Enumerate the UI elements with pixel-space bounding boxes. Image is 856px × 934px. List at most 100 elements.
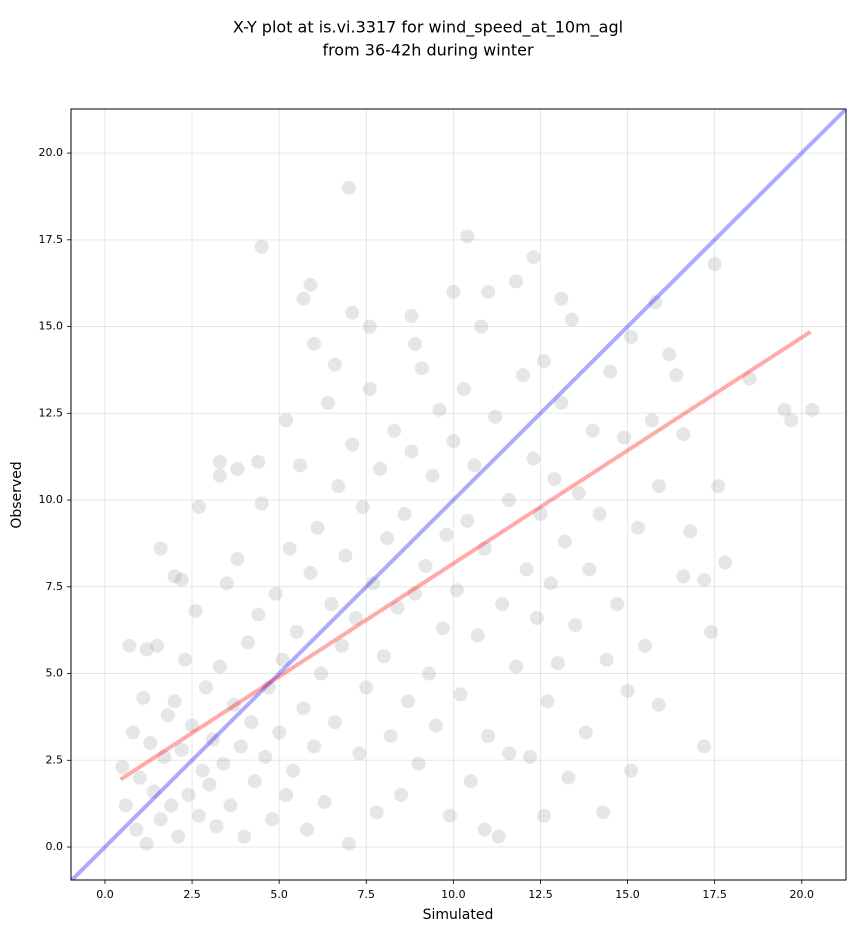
point	[334, 638, 349, 653]
point	[150, 638, 165, 653]
point	[533, 506, 548, 521]
y-tick-label: 20.0	[39, 146, 64, 159]
point	[317, 794, 332, 809]
point	[348, 611, 363, 626]
point	[662, 347, 677, 362]
point	[254, 496, 269, 511]
x-tick-label: 17.5	[702, 888, 727, 901]
x-tick-label: 10.0	[441, 888, 466, 901]
point	[212, 454, 227, 469]
point	[523, 749, 538, 764]
point	[192, 499, 207, 514]
point	[543, 576, 558, 591]
point	[129, 822, 144, 837]
point	[338, 548, 353, 563]
point	[383, 729, 398, 744]
point	[373, 461, 388, 476]
point	[296, 291, 311, 306]
point	[303, 277, 318, 292]
point	[446, 434, 461, 449]
point	[651, 697, 666, 712]
point	[624, 763, 639, 778]
point	[216, 756, 231, 771]
point	[718, 555, 733, 570]
point	[526, 250, 541, 265]
point	[282, 541, 297, 556]
y-tick-label: 2.5	[46, 753, 64, 766]
point	[509, 659, 524, 674]
point	[442, 808, 457, 823]
point	[415, 361, 430, 376]
point	[697, 739, 712, 754]
x-tick-label: 2.5	[183, 888, 201, 901]
point	[192, 808, 207, 823]
point	[491, 829, 506, 844]
point	[153, 541, 168, 556]
point	[303, 565, 318, 580]
point	[258, 749, 273, 764]
point	[453, 687, 468, 702]
point	[320, 395, 335, 410]
point	[470, 628, 485, 643]
point	[502, 746, 517, 761]
point	[251, 454, 266, 469]
point	[648, 295, 663, 310]
y-tick-label: 15.0	[39, 320, 64, 333]
point	[704, 624, 719, 639]
fit-line	[119, 330, 812, 782]
point	[139, 642, 154, 657]
point	[261, 680, 276, 695]
point	[599, 652, 614, 667]
point	[195, 763, 210, 778]
point	[401, 694, 416, 709]
x-tick-label: 0.0	[96, 888, 114, 901]
point	[610, 597, 625, 612]
point	[568, 617, 583, 632]
point	[327, 715, 342, 730]
point	[603, 364, 618, 379]
point	[557, 534, 572, 549]
y-tick-label: 7.5	[46, 580, 64, 593]
point	[188, 604, 203, 619]
point	[669, 368, 684, 383]
point	[313, 666, 328, 681]
point	[742, 371, 757, 386]
point	[582, 562, 597, 577]
point	[352, 746, 367, 761]
point	[805, 402, 820, 417]
point	[345, 437, 360, 452]
point	[697, 572, 712, 587]
point	[136, 690, 151, 705]
point	[561, 770, 576, 785]
point	[307, 739, 322, 754]
point	[536, 354, 551, 369]
y-tick-label: 17.5	[39, 233, 64, 246]
point	[167, 569, 182, 584]
point	[550, 656, 565, 671]
point	[115, 760, 130, 775]
point	[509, 274, 524, 289]
point	[446, 284, 461, 299]
point	[296, 701, 311, 716]
point	[390, 600, 405, 615]
point	[324, 597, 339, 612]
point	[205, 732, 220, 747]
point	[617, 430, 632, 445]
x-tick-label: 15.0	[615, 888, 640, 901]
point	[143, 735, 158, 750]
point	[397, 506, 412, 521]
point	[178, 652, 193, 667]
point	[502, 493, 517, 508]
point	[711, 479, 726, 494]
point	[230, 461, 245, 476]
point	[564, 312, 579, 327]
point	[181, 787, 196, 802]
point	[310, 520, 325, 535]
point	[279, 413, 294, 428]
point	[428, 718, 443, 733]
point	[275, 652, 290, 667]
point	[707, 257, 722, 272]
point	[307, 336, 322, 351]
plot-area	[71, 109, 846, 880]
